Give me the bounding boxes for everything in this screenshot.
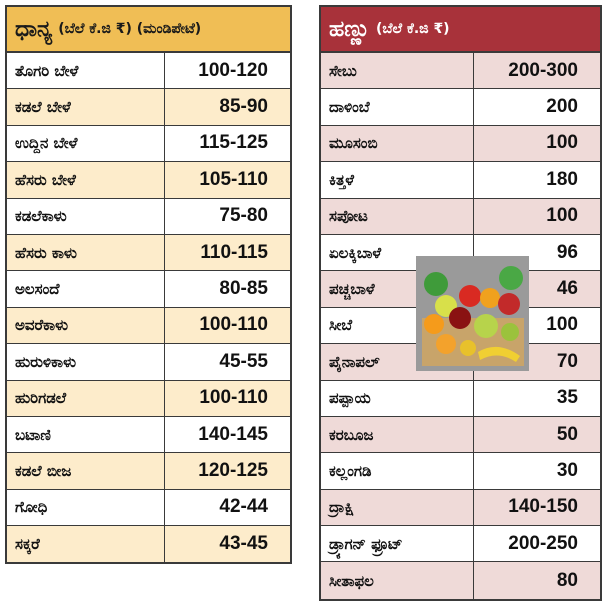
table-row: ಹುರಿಗಡಲೆ 100-110 (7, 380, 290, 417)
table-row: ಕಲ್ಲಂಗಡಿ 30 (321, 453, 600, 490)
item-price: 100-110 (199, 314, 268, 336)
item-price: 100-110 (199, 387, 268, 409)
item-price: 80 (556, 569, 578, 591)
item-price: 100 (546, 314, 578, 336)
grain-table-subtitle: (ಬೆಲೆ ಕೆ.ಜಿ ₹) (ಮಂಡಿಪೇಟೆ) (58, 21, 202, 37)
item-price: 85-90 (219, 96, 268, 118)
item-price: 50 (556, 423, 578, 445)
item-name: ಅಲಸಂದೆ (7, 271, 165, 307)
item-name: ಉದ್ದಿನ ಬೇಳೆ (7, 125, 165, 162)
item-price: 140-150 (508, 496, 578, 518)
table-row: ಮೂಸಂಬಿ 100 (321, 125, 600, 163)
item-name: ತೊಗರಿ ಬೇಳೆ (7, 53, 165, 89)
fruit-price-table: ಹಣ್ಣು (ಬೆಲೆ ಕೆ.ಜಿ ₹) ಸೇಬು 200-300 ದಾಳಿಂಬೆ 2… (319, 5, 602, 601)
item-price: 75-80 (219, 205, 268, 227)
item-name: ಮೂಸಂಬಿ (321, 125, 474, 162)
table-row: ಪಪ್ಪಾಯ 35 (321, 380, 600, 417)
item-price: 100 (546, 205, 578, 227)
item-price: 70 (556, 350, 578, 372)
item-name: ಸಪೋಟ (321, 198, 474, 234)
table-row: ತೊಗರಿ ಬೇಳೆ 100-120 (7, 53, 290, 90)
item-price: 200-300 (508, 59, 578, 81)
item-price: 140-145 (198, 423, 268, 445)
item-name: ಪಪ್ಪಾಯ (321, 380, 474, 416)
item-name: ಕಿತ್ತಳೆ (321, 162, 474, 198)
table-row: ಕಡಲೆ ಬೇಳೆ 85-90 (7, 89, 290, 126)
table-row: ಕರಬೂಜ 50 (321, 416, 600, 454)
grain-table-header: ಧಾನ್ಯ (ಬೆಲೆ ಕೆ.ಜಿ ₹) (ಮಂಡಿಪೇಟೆ) (7, 7, 290, 53)
item-price: 200-250 (508, 532, 578, 554)
table-row: ಕಡಲೆ ಬೀಜ 120-125 (7, 453, 290, 490)
fruit-rows: ಸೇಬು 200-300 ದಾಳಿಂಬೆ 200 ಮೂಸಂಬಿ 100 ಕಿತ್ತಳೆ 180… (321, 53, 600, 599)
item-name: ದಾಳಿಂಬೆ (321, 89, 474, 125)
fruit-table-header: ಹಣ್ಣು (ಬೆಲೆ ಕೆ.ಜಿ ₹) (321, 7, 600, 53)
grain-price-table: ಧಾನ್ಯ (ಬೆಲೆ ಕೆ.ಜಿ ₹) (ಮಂಡಿಪೇಟೆ) ತೊಗರಿ ಬೇ… (5, 5, 292, 565)
item-price: 30 (556, 459, 578, 481)
item-price: 110-115 (200, 241, 268, 263)
item-name: ಸೀತಾಫಲ (321, 562, 474, 599)
item-name: ಡ್ರ್ಯಾಗನ್ ಫ್ರೂಟ್ (321, 526, 474, 562)
item-name: ಹೆಸರು ಬೇಳೆ (7, 162, 165, 198)
table-row: ಹೆಸರು ಬೇಳೆ 105-110 (7, 162, 290, 199)
item-name: ಗೋಧಿ (7, 489, 165, 526)
item-name: ಬಟಾಣಿ (7, 416, 165, 453)
item-name: ಕಡಲೆಕಾಳು (7, 198, 165, 234)
grain-table-title: ಧಾನ್ಯ (15, 16, 53, 42)
item-name: ದ್ರಾಕ್ಷಿ (321, 489, 474, 526)
item-price: 80-85 (219, 278, 268, 300)
item-price: 115-125 (199, 132, 268, 154)
item-name: ಹುರಿಗಡಲೆ (7, 380, 165, 416)
item-name: ಏಲಕ್ಕಿಬಾಳೆ (321, 234, 474, 271)
table-row: ಸಕ್ಕರೆ 43-45 (7, 526, 290, 563)
item-name: ಹುರುಳಿಕಾಳು (7, 344, 165, 380)
table-row: ದ್ರಾಕ್ಷಿ 140-150 (321, 489, 600, 527)
item-price: 180 (546, 168, 578, 190)
table-row: ದಾಳಿಂಬೆ 200 (321, 89, 600, 126)
grain-rows: ತೊಗರಿ ಬೇಳೆ 100-120 ಕಡಲೆ ಬೇಳೆ 85-90 ಉದ್ದಿನ ಬೇ… (7, 53, 290, 563)
item-price: 200 (546, 96, 578, 118)
table-row: ಡ್ರ್ಯಾಗನ್ ಫ್ರೂಟ್ 200-250 (321, 526, 600, 563)
table-row: ಹುರುಳಿಕಾಳು 45-55 (7, 344, 290, 381)
table-row: ಹೆಸರು ಕಾಳು 110-115 (7, 234, 290, 272)
table-row: ಗೋಧಿ 42-44 (7, 489, 290, 527)
table-row: ಉದ್ದಿನ ಬೇಳೆ 115-125 (7, 125, 290, 163)
item-price: 46 (556, 278, 578, 300)
table-row: ಸೀತಾಫಲ 80 (321, 562, 600, 599)
item-price: 42-44 (219, 496, 268, 518)
fruit-table-subtitle: (ಬೆಲೆ ಕೆ.ಜಿ ₹) (375, 21, 450, 37)
item-name: ಸಕ್ಕರೆ (7, 526, 165, 563)
table-row: ಕಡಲೆಕಾಳು 75-80 (7, 198, 290, 235)
item-name: ಸೇಬು (321, 53, 474, 89)
item-name: ಕಡಲೆ ಬೇಳೆ (7, 89, 165, 125)
item-price: 35 (556, 387, 578, 409)
item-name: ಕಡಲೆ ಬೀಜ (7, 453, 165, 489)
item-price: 45-55 (219, 350, 268, 372)
table-row: ಅಲಸಂದೆ 80-85 (7, 271, 290, 308)
table-row: ಸಪೋಟ 100 (321, 198, 600, 235)
fruit-table-title: ಹಣ್ಣು (329, 16, 370, 42)
item-price: 100-120 (198, 59, 268, 81)
item-price: 105-110 (199, 168, 268, 190)
item-name: ಕಲ್ಲಂಗಡಿ (321, 453, 474, 489)
fruit-basket-image (416, 256, 529, 371)
table-row: ಅವರೆಕಾಳು 100-110 (7, 307, 290, 345)
item-name: ಕರಬೂಜ (321, 416, 474, 453)
item-name: ಹೆಸರು ಕಾಳು (7, 234, 165, 271)
item-price: 43-45 (219, 533, 268, 555)
item-price: 96 (556, 241, 578, 263)
table-row: ಕಿತ್ತಳೆ 180 (321, 162, 600, 199)
item-name: ಅವರೆಕಾಳು (7, 307, 165, 344)
table-row: ಬಟಾಣಿ 140-145 (7, 416, 290, 454)
table-row: ಸೇಬು 200-300 (321, 53, 600, 90)
item-price: 120-125 (198, 459, 268, 481)
item-price: 100 (546, 132, 578, 154)
